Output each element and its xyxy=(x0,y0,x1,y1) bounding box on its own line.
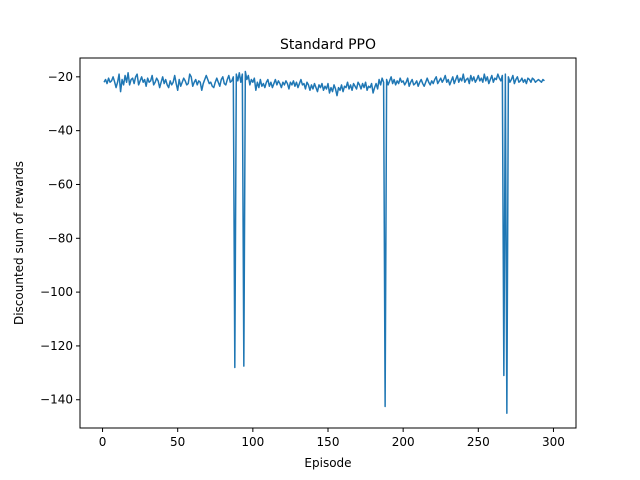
series-line xyxy=(103,70,545,414)
x-tick-label: 200 xyxy=(392,435,415,449)
x-tick-label: 100 xyxy=(241,435,264,449)
chart-title: Standard PPO xyxy=(280,37,376,53)
x-axis: 0 50 100 150 200 250 300 xyxy=(99,428,565,449)
y-tick-label: −80 xyxy=(48,231,73,245)
y-tick-label: −140 xyxy=(40,393,73,407)
x-tick-label: 250 xyxy=(467,435,490,449)
x-axis-label: Episode xyxy=(304,456,351,470)
y-tick-label: −20 xyxy=(48,70,73,84)
y-tick-label: −40 xyxy=(48,124,73,138)
plot-area: 0 50 100 150 200 250 300 −20−40−60−80−100−120−… xyxy=(40,57,577,449)
x-tick-label: 50 xyxy=(170,435,185,449)
y-tick-label: −120 xyxy=(40,339,73,353)
y-axis-label: Discounted sum of rewards xyxy=(12,161,26,325)
x-tick-label: 300 xyxy=(542,435,565,449)
y-tick-label: −60 xyxy=(48,177,73,191)
x-tick-label: 0 xyxy=(99,435,107,449)
y-tick-label: −100 xyxy=(40,285,73,299)
x-tick-label: 150 xyxy=(317,435,340,449)
series-layer xyxy=(103,70,545,414)
y-axis: −20 −40 −60 −80 −100 −120 −140 xyxy=(40,70,80,407)
